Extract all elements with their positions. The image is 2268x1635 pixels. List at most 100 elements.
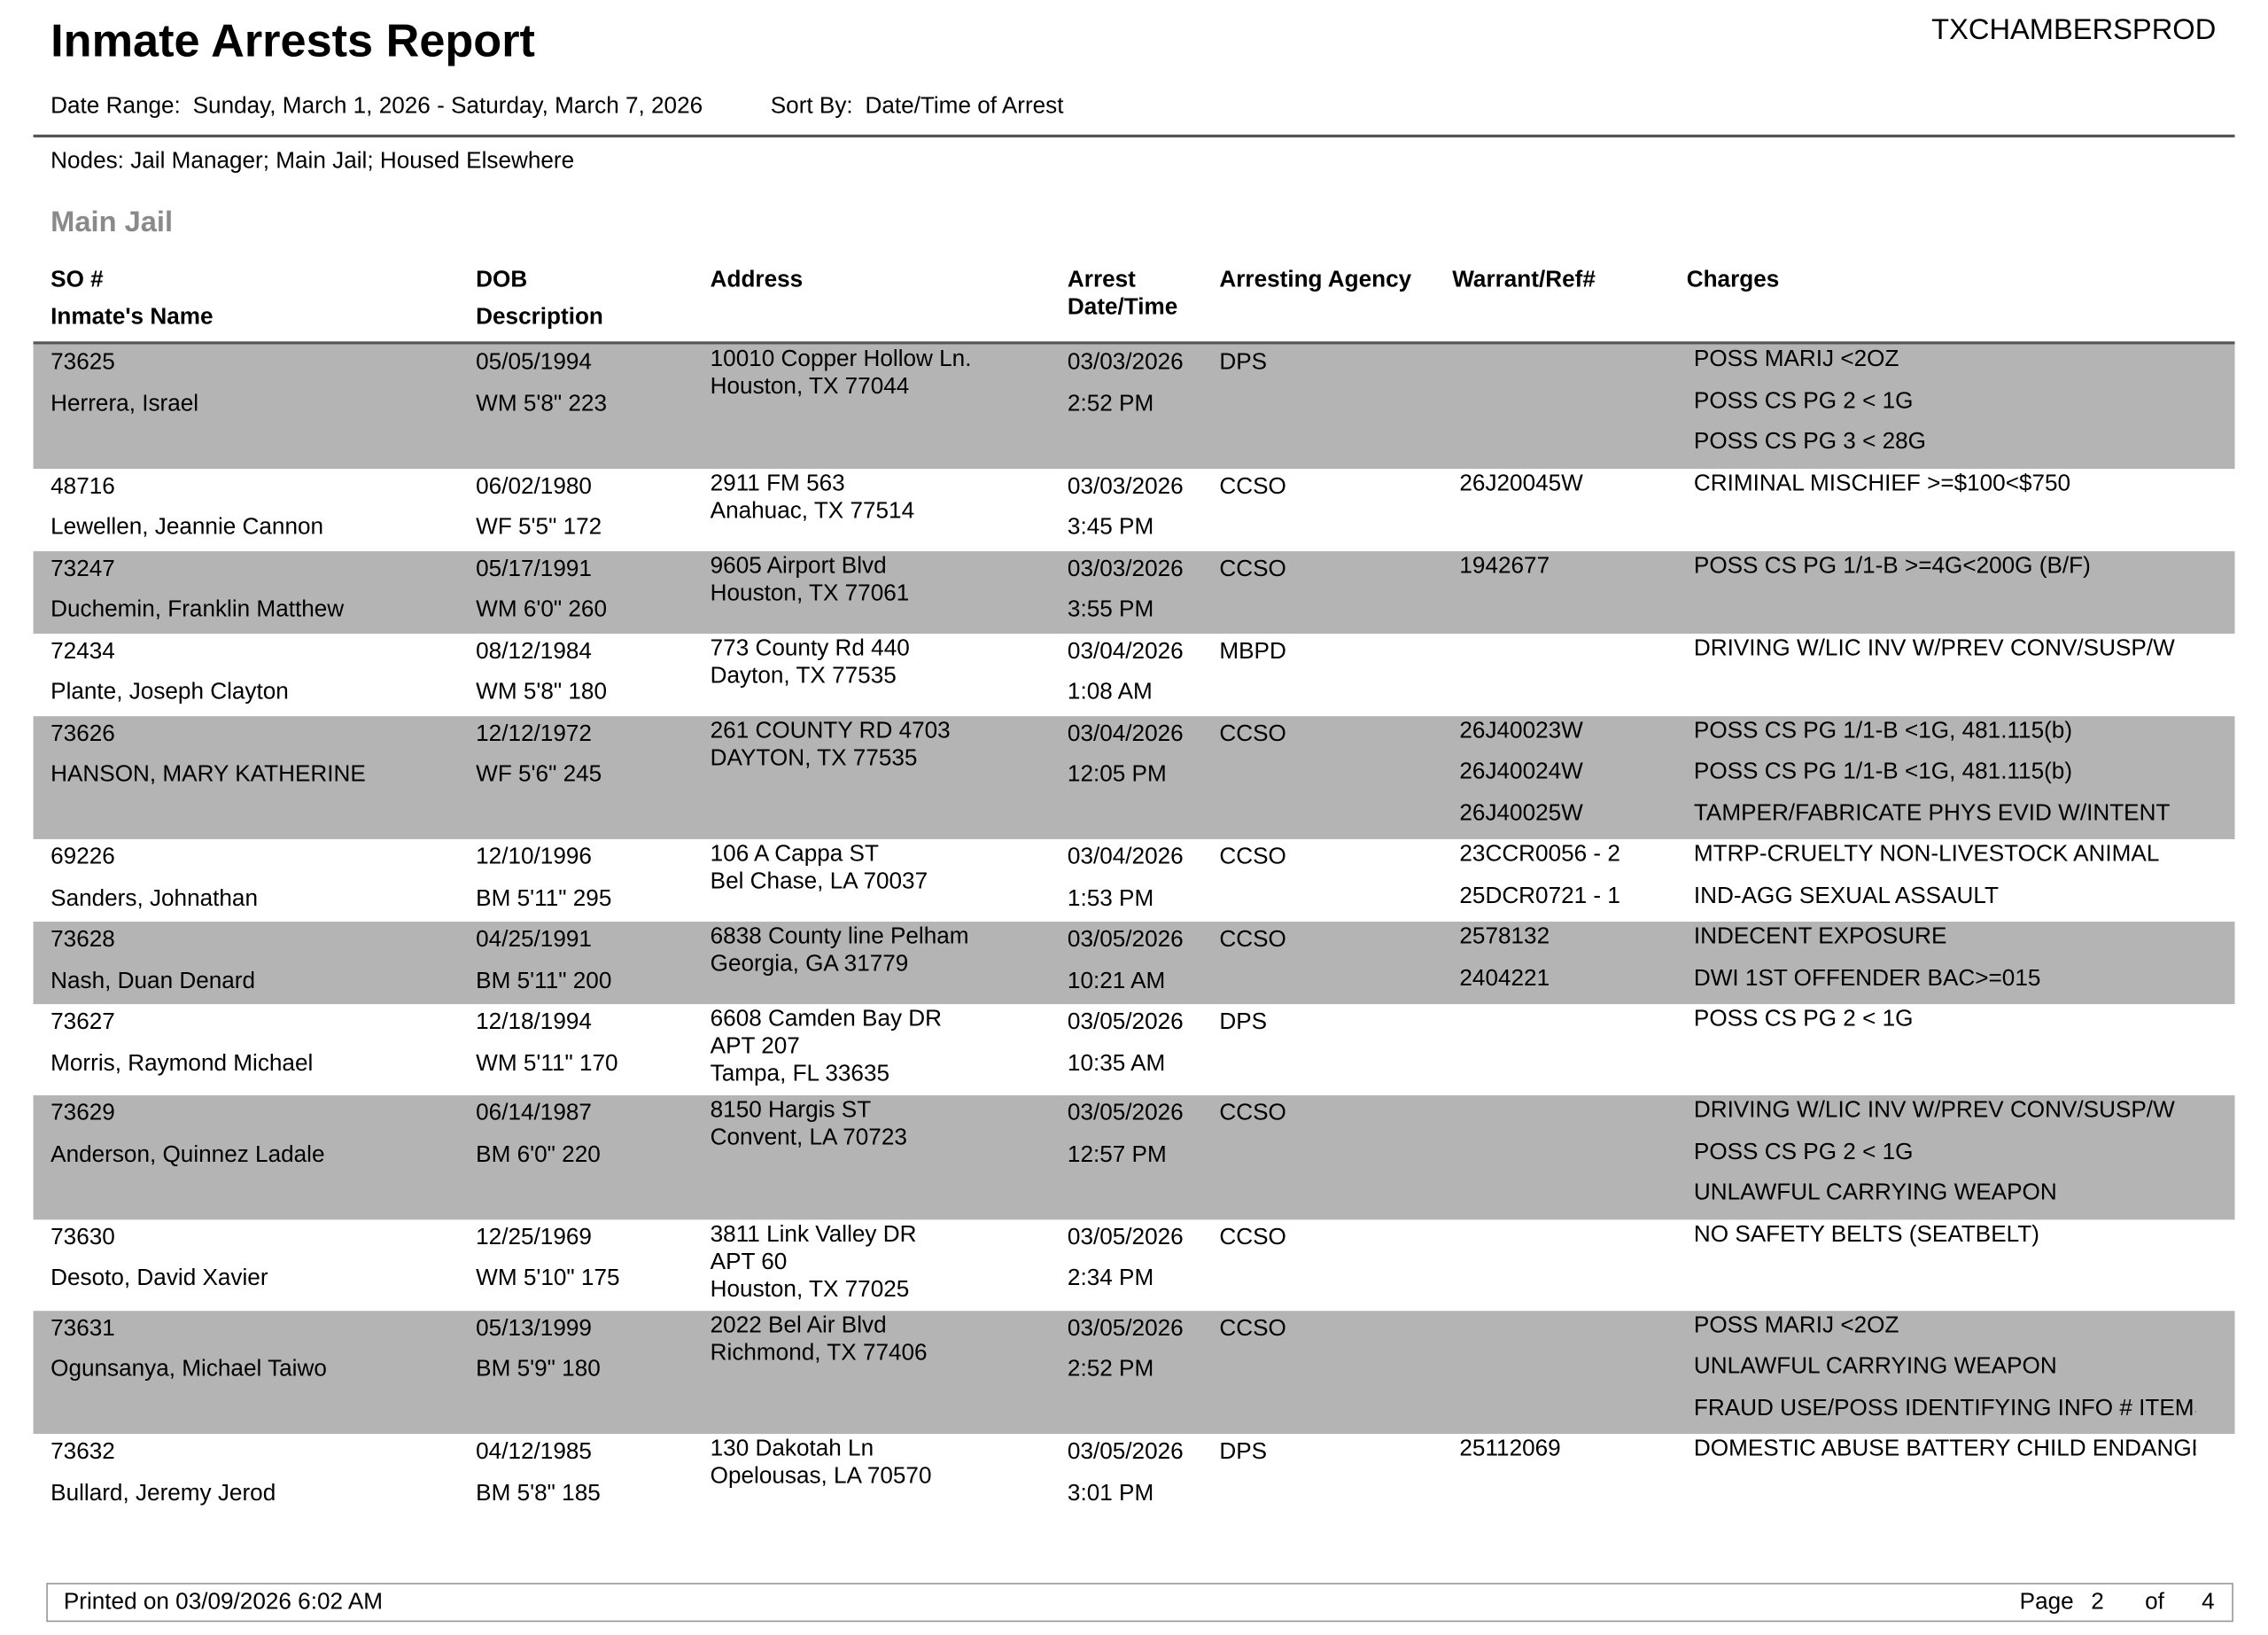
dob: 05/13/1999 — [476, 1315, 592, 1341]
address: 2911 FM 563 Anahuac, TX 77514 — [711, 470, 914, 525]
description: WF 5'6" 245 — [476, 762, 602, 788]
address: 9605 Airport Blvd Houston, TX 77061 — [711, 552, 910, 607]
address-line: 8150 Hargis ST — [710, 1098, 872, 1123]
warrants: 23CCR0056 - 2 25DCR0721 - 1 — [1459, 835, 1620, 917]
charges: POSS CS PG 1/1-B <1G, 481.115(b) POSS CS … — [1694, 711, 2196, 835]
description: BM 5'9" 180 — [476, 1357, 601, 1382]
so-number: 73627 — [50, 1009, 115, 1035]
divider — [33, 134, 2235, 137]
sort-by: Date/Time of Arrest — [865, 94, 1064, 119]
charge: POSS CS PG 1/1-B <1G, 481.115(b) — [1693, 759, 2073, 784]
charge: DRIVING W/LIC INV W/PREV CONV/SUSP/W — [1693, 635, 2175, 661]
table-row: 73627 Morris, Raymond Michael 12/18/1994 WM… — [34, 1004, 2235, 1095]
address-line: 6608 Camden Bay DR — [710, 1007, 943, 1032]
address-line: 9605 Airport Blvd — [710, 553, 887, 579]
charge: NO SAFETY BELTS (SEATBELT) — [1693, 1221, 2039, 1247]
col-so: SO # — [50, 268, 104, 292]
arresting-agency: MBPD — [1219, 638, 1286, 664]
charge: POSS CS PG 1/1-B <1G, 481.115(b) — [1693, 718, 2073, 744]
inmate-name: Sanders, Johnathan — [50, 886, 258, 911]
sort-by-label: Sort By: — [770, 94, 853, 119]
so-number: 73629 — [50, 1101, 115, 1126]
address-line: Houston, TX 77061 — [710, 580, 910, 606]
arresting-agency: CCSO — [1219, 927, 1286, 953]
nodes-value: Jail Manager; Main Jail; Housed Elsewher… — [130, 149, 575, 174]
charges: POSS CS PG 1/1-B >=4G<200G (B/F) — [1694, 546, 2196, 588]
address-line: Houston, TX 77044 — [710, 374, 910, 400]
arrest-date: 03/03/2026 — [1067, 350, 1184, 375]
warrant-ref: 1942677 — [1459, 553, 1550, 579]
arresting-agency: DPS — [1219, 1009, 1268, 1035]
charge: TAMPER/FABRICATE PHYS EVID W/INTENT — [1693, 800, 2171, 826]
table-row: 73628 Nash, Duan Denard 04/25/1991 BM 5'11"… — [33, 922, 2235, 1005]
dob: 04/12/1985 — [476, 1439, 592, 1465]
arrest-date: 03/05/2026 — [1067, 1315, 1184, 1341]
arrest-date: 03/03/2026 — [1067, 556, 1184, 581]
inmate-name: Herrera, Israel — [50, 391, 199, 417]
address-line: APT 60 — [710, 1249, 788, 1274]
so-number: 69226 — [50, 845, 115, 870]
warrant-ref: 26J40023W — [1459, 718, 1583, 744]
so-number: 73632 — [50, 1439, 115, 1465]
charges: INDECENT EXPOSURE DWI 1ST OFFENDER BAC>=0… — [1694, 917, 2196, 1000]
arresting-agency: CCSO — [1219, 1101, 1286, 1126]
warrants: 26J40023W 26J40024W 26J40025W — [1459, 711, 1582, 835]
charge: POSS MARIJ <2OZ — [1693, 346, 1899, 372]
arrest-time: 3:55 PM — [1067, 597, 1154, 623]
warrant-ref: 26J40025W — [1459, 800, 1583, 826]
table-row: 73630 Desoto, David Xavier 12/25/1969 WM 5'… — [34, 1219, 2235, 1311]
address: 3811 Link Valley DR APT 60 Houston, TX 770… — [711, 1220, 917, 1303]
charge: CRIMINAL MISCHIEF >=$100<$750 — [1693, 471, 2071, 496]
address: 773 County Rd 440 Dayton, TX 77535 — [711, 635, 910, 689]
address: 8150 Hargis ST Convent, LA 70723 — [711, 1097, 907, 1152]
date-range-label: Date Range: — [50, 94, 181, 119]
inmate-name: Plante, Joseph Clayton — [50, 680, 289, 705]
description: BM 5'11" 295 — [476, 886, 612, 911]
of-label: of — [2145, 1590, 2164, 1616]
dob: 12/12/1972 — [476, 720, 592, 746]
charge: POSS MARIJ <2OZ — [1693, 1312, 1899, 1338]
charge: DOMESTIC ABUSE BATTERY CHILD ENDANGERMEN… — [1693, 1436, 2196, 1462]
charge: POSS CS PG 3 < 28G — [1693, 429, 1926, 455]
table-row: 73247 Duchemin, Franklin Matthew 05/17/199… — [33, 550, 2235, 634]
arrest-date: 03/05/2026 — [1067, 1225, 1184, 1250]
dob: 05/05/1994 — [476, 350, 592, 375]
warrants: 2578132 2404221 — [1459, 917, 1550, 1000]
section-title: Main Jail — [50, 206, 174, 239]
system-name: TXCHAMBERSPROD — [1931, 14, 2217, 47]
report-title: Inmate Arrests Report — [50, 14, 535, 67]
so-number: 73628 — [50, 927, 115, 953]
address-line: Dayton, TX 77535 — [710, 663, 897, 689]
nodes-label: Nodes: — [50, 149, 124, 174]
dob: 12/25/1969 — [476, 1225, 592, 1250]
arrest-time: 12:05 PM — [1067, 762, 1167, 788]
dob: 05/17/1991 — [476, 556, 592, 581]
arrest-time: 3:01 PM — [1067, 1481, 1154, 1506]
address: 106 A Cappa ST Bel Chase, LA 70037 — [711, 841, 928, 896]
address-line: Tampa, FL 33635 — [710, 1062, 890, 1087]
col-charges: Charges — [1686, 268, 1780, 292]
address-line: 261 COUNTY RD 4703 — [710, 718, 951, 744]
address-line: 3811 Link Valley DR — [710, 1221, 917, 1247]
warrants: 25112069 — [1459, 1429, 1560, 1471]
warrant-ref: 2578132 — [1459, 924, 1550, 950]
inmate-name: Morris, Raymond Michael — [50, 1051, 314, 1076]
warrant-ref: 25112069 — [1459, 1436, 1561, 1462]
charge: POSS CS PG 2 < 1G — [1693, 1007, 1914, 1032]
address-line: 2911 FM 563 — [710, 471, 845, 496]
printed-on: Printed on 03/09/2026 6:02 AM — [63, 1590, 384, 1616]
warrant-ref: 23CCR0056 - 2 — [1459, 842, 1620, 867]
page-number: 2 — [2091, 1590, 2104, 1616]
arrest-time: 1:53 PM — [1067, 886, 1154, 911]
warrants: 1942677 — [1459, 546, 1550, 588]
table-row: 73629 Anderson, Quinnez Ladale 06/14/1987 B… — [33, 1094, 2235, 1219]
report-criteria: Date Range: Sunday, March 1, 2026 - Satu… — [50, 94, 1069, 120]
charge: DWI 1ST OFFENDER BAC>=015 — [1693, 965, 2041, 991]
so-number: 73626 — [50, 720, 115, 746]
address: 6838 County line Pelham Georgia, GA 31779 — [711, 923, 969, 978]
address-line: Georgia, GA 31779 — [710, 952, 909, 977]
arrest-time: 3:45 PM — [1067, 515, 1154, 540]
address-line: 106 A Cappa ST — [710, 842, 879, 867]
table-row: 73632 Bullard, Jeremy Jerod 04/12/1985 BM 5… — [34, 1434, 2235, 1521]
charges: POSS MARIJ <2OZ POSS CS PG 2 < 1G POSS CS … — [1694, 340, 2196, 464]
